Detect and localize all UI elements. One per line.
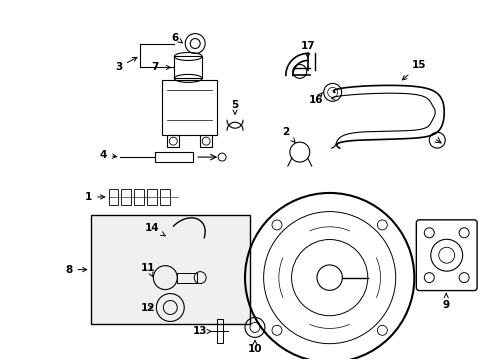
Text: 14: 14 [145,223,165,236]
Bar [108,189,118,205]
Bar [121,189,131,205]
Bar [174,57,202,78]
Text: 9: 9 [442,293,449,310]
Bar [155,152,193,162]
Text: 16: 16 [308,93,322,105]
Text: 13: 13 [193,327,211,336]
Bar [160,189,170,205]
Text: 11: 11 [141,263,155,276]
Bar [147,189,157,205]
Bar [90,215,249,324]
Text: 2: 2 [282,127,294,142]
Text: 10: 10 [247,341,262,354]
Text: 8: 8 [65,265,86,275]
Bar [162,80,217,135]
Bar [200,135,212,147]
Text: 12: 12 [141,302,155,312]
Text: 7: 7 [151,62,170,72]
Text: 1: 1 [85,192,104,202]
Text: 4: 4 [100,150,117,160]
Bar [217,319,223,343]
Bar [134,189,144,205]
Text: 6: 6 [171,32,182,43]
Text: 3: 3 [115,57,137,72]
Bar [167,135,179,147]
Text: 17: 17 [300,41,314,57]
Text: 5: 5 [231,100,238,114]
Text: 15: 15 [402,60,426,80]
Bar [177,273,197,283]
